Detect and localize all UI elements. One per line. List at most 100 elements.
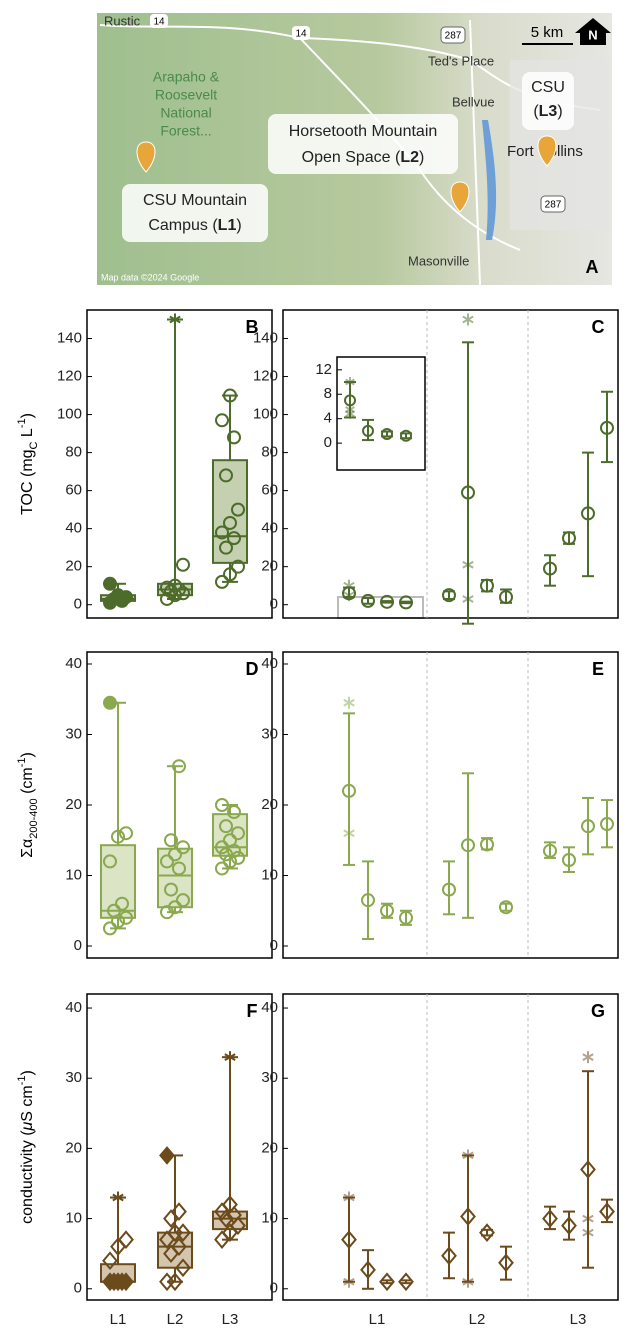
place-label: Ted's Place xyxy=(428,53,494,68)
diamond-marker xyxy=(441,1246,457,1266)
site-label: CSU Mountain xyxy=(143,192,247,209)
x-tick-label: L1 xyxy=(110,1311,127,1328)
circle-marker xyxy=(115,896,129,911)
circle-marker xyxy=(119,826,133,841)
star-stroke xyxy=(224,1053,236,1062)
panel: 0 10 20 30 40 D Σα200-400 (cm-1) xyxy=(16,651,273,959)
road-shield: 14 xyxy=(150,14,168,28)
y-axis-label-part: L xyxy=(19,428,36,441)
circle-marker xyxy=(362,424,374,437)
circle-marker xyxy=(342,783,356,798)
map-panel: Rustic Ted's Place Bellvue Fort Collins … xyxy=(97,13,612,286)
y-axis-label: TOC (mgC L-1) xyxy=(16,413,40,515)
diamond-marker xyxy=(218,1209,234,1228)
y-tick-label: 140 xyxy=(253,329,278,346)
y-axis-label-part: (cm xyxy=(19,767,36,798)
circle-marker xyxy=(172,861,186,876)
y-tick-label: 10 xyxy=(261,866,278,883)
label-box xyxy=(122,184,268,242)
reservoir xyxy=(482,120,497,240)
y-tick-label: 10 xyxy=(65,1210,82,1227)
circle-marker xyxy=(215,413,229,428)
circle-marker xyxy=(164,882,178,897)
diamond-marker xyxy=(379,1272,395,1292)
circle-marker xyxy=(176,893,190,908)
panel: 0 10 20 30 40 E xyxy=(261,651,619,959)
pin xyxy=(537,135,557,167)
y-tick-label: 40 xyxy=(65,999,82,1016)
circle-marker xyxy=(342,586,356,601)
road-shield: 287 xyxy=(440,26,466,44)
pins xyxy=(136,135,557,213)
circle-marker xyxy=(480,837,494,852)
star-stroke xyxy=(462,315,474,324)
site-label: Open Space (L2) xyxy=(302,149,425,166)
circle-marker xyxy=(172,759,186,774)
y-tick-label: 10 xyxy=(65,866,82,883)
star-marker xyxy=(224,1051,236,1064)
y-tick-label: 8 xyxy=(324,385,332,402)
road xyxy=(99,24,521,251)
star-stroke xyxy=(112,1193,124,1202)
y-axis-label-part: conductivity ( xyxy=(19,1130,36,1224)
y-axis-label-part: -1 xyxy=(16,757,28,767)
star-stroke xyxy=(582,1053,594,1062)
diamond-marker xyxy=(580,1160,596,1179)
panel-frame xyxy=(86,993,273,1301)
road-shield: 14 xyxy=(292,26,310,40)
circle-marker xyxy=(176,557,190,572)
circle-marker xyxy=(400,429,412,442)
y-tick-label: 20 xyxy=(261,1139,278,1156)
y-tick-label: 20 xyxy=(65,1139,82,1156)
circle-marker xyxy=(380,903,394,918)
circle-marker xyxy=(344,394,356,407)
panel: 0 20 40 60 80 100 120 140 B TOC (mgC L-1) xyxy=(16,309,273,619)
box xyxy=(212,459,248,564)
y-tick-label: 10 xyxy=(261,1210,278,1227)
circle-marker xyxy=(461,485,475,500)
diamond-marker xyxy=(171,1202,187,1221)
box xyxy=(157,847,193,909)
diamond-marker xyxy=(360,1260,376,1280)
circle-marker xyxy=(231,559,245,574)
circle-marker xyxy=(361,593,375,608)
panel-frame xyxy=(282,993,619,1301)
road-number: 287 xyxy=(445,31,462,42)
circle-marker xyxy=(499,900,513,915)
diamond-marker xyxy=(561,1216,577,1235)
y-tick-label: 12 xyxy=(315,361,332,378)
road xyxy=(469,19,481,286)
panel-letter: B xyxy=(246,317,259,337)
y-axis-label-part: Σα xyxy=(19,839,36,858)
y-axis-label-part: 200-400 xyxy=(28,798,40,838)
panel-letter: F xyxy=(247,1001,258,1021)
circle-marker xyxy=(600,420,614,435)
circle-marker xyxy=(111,588,125,603)
circle-marker xyxy=(231,826,245,841)
circle-marker xyxy=(164,833,178,848)
place-label: Bellvue xyxy=(452,94,495,109)
diamond-marker xyxy=(171,1237,187,1257)
diamond-marker xyxy=(110,1272,126,1292)
y-tick-label: 0 xyxy=(270,596,278,613)
circle-marker xyxy=(600,817,614,832)
y-axis-label-part: -1 xyxy=(16,418,28,428)
y-axis-label-part: ) xyxy=(19,1070,36,1075)
y-axis-label: Σα200-400 (cm-1) xyxy=(16,752,40,858)
star-marker xyxy=(343,696,355,709)
y-tick-label: 40 xyxy=(261,520,278,537)
star-stroke xyxy=(343,698,355,707)
panel-letter: C xyxy=(592,317,605,337)
x-tick-label: L1 xyxy=(369,1311,386,1328)
site-label-part: ) xyxy=(419,149,424,166)
y-tick-label: 140 xyxy=(57,329,82,346)
road-number: 287 xyxy=(545,200,562,211)
circle-marker xyxy=(219,847,233,862)
place-label: Masonville xyxy=(408,253,469,268)
panel: 0 10 20 30 40 G L1 L2 L3 xyxy=(261,993,619,1328)
diamond-marker xyxy=(175,1258,191,1278)
circle-marker xyxy=(227,531,241,546)
circle-marker xyxy=(103,854,117,869)
y-tick-label: 0 xyxy=(324,434,332,451)
y-axis-label-part: C xyxy=(28,441,40,449)
